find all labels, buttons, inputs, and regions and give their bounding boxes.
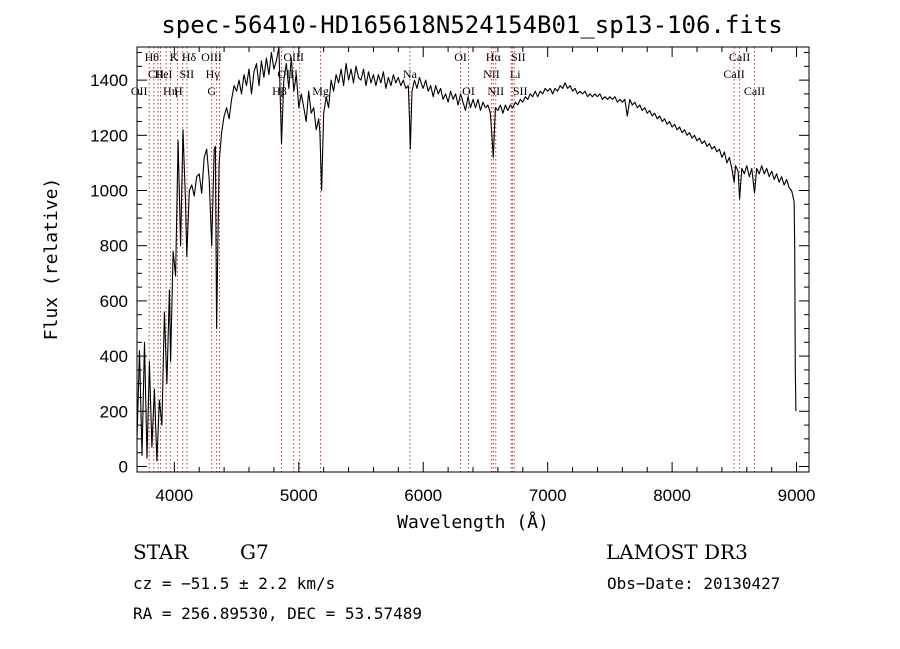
y-tick-label: 600 bbox=[100, 292, 128, 311]
line-label-20: Hα bbox=[486, 50, 502, 64]
x-tick-label: 7000 bbox=[529, 486, 567, 505]
line-label-15: Mg bbox=[312, 84, 329, 98]
y-tick-label: 400 bbox=[100, 347, 128, 366]
y-tick-label: 200 bbox=[100, 402, 128, 421]
survey-name: LAMOST DR3 bbox=[606, 540, 748, 564]
x-tick-label: 5000 bbox=[280, 486, 318, 505]
line-label-18: OI bbox=[462, 84, 475, 98]
y-tick-label: 1400 bbox=[90, 71, 128, 90]
object-type: STAR bbox=[133, 540, 189, 564]
line-label-11: OIII bbox=[201, 50, 222, 64]
line-label-21: NII bbox=[487, 84, 504, 98]
chart-title: spec-56410-HD165618N524154B01_sp13-106.f… bbox=[161, 11, 782, 39]
line-label-5: H bbox=[174, 84, 183, 98]
x-tick-label: 9000 bbox=[778, 486, 816, 505]
line-label-19: NII bbox=[483, 67, 500, 81]
line-label-0: OII bbox=[131, 84, 148, 98]
x-axis-label: Wavelength (Å) bbox=[397, 511, 549, 533]
coordinates-text: RA = 256.89530, DEC = 53.57489 bbox=[133, 604, 422, 623]
line-label-17: OI bbox=[454, 50, 467, 64]
line-label-27: CaII bbox=[744, 84, 765, 98]
spectral-line-markers: OIIHθCIIHηKHHeISIIHδGHγOIIIHβOIIIOIIIMgN… bbox=[131, 47, 765, 472]
line-label-24: SII bbox=[513, 84, 528, 98]
line-label-1: Hθ bbox=[145, 50, 160, 64]
line-label-22: Li bbox=[510, 67, 521, 81]
y-tick-label: 800 bbox=[100, 237, 128, 256]
line-label-10: Hγ bbox=[206, 67, 221, 81]
line-label-16: Na bbox=[403, 67, 418, 81]
obs-date-text: Obs−Date: 20130427 bbox=[607, 574, 780, 593]
y-axis-label: Flux (relative) bbox=[41, 178, 62, 341]
y-tick-label: 1200 bbox=[90, 126, 128, 145]
spectrum-line bbox=[136, 46, 797, 462]
spectral-subclass: G7 bbox=[240, 540, 269, 564]
x-tick-label: 4000 bbox=[155, 486, 193, 505]
line-label-14: OIII bbox=[283, 50, 304, 64]
line-label-26: CaII bbox=[729, 50, 750, 64]
y-axis: 0 200 400 600 800 1000 1200 1400 bbox=[90, 52, 809, 476]
y-tick-label: 1000 bbox=[90, 182, 128, 201]
plot-frame bbox=[136, 46, 810, 473]
line-label-7: SII bbox=[179, 67, 194, 81]
line-label-9: G bbox=[207, 84, 216, 98]
x-tick-label: 6000 bbox=[404, 486, 442, 505]
line-label-8: Hδ bbox=[182, 50, 197, 64]
x-tick-label: 8000 bbox=[653, 486, 691, 505]
x-axis: 4000 5000 6000 7000 8000 9000 bbox=[155, 47, 815, 505]
line-label-2: CII bbox=[148, 67, 164, 81]
line-label-6: HeI bbox=[155, 67, 173, 81]
spectrum-series bbox=[136, 46, 797, 462]
y-tick-label: 0 bbox=[119, 457, 128, 476]
redshift-text: cz = −51.5 ± 2.2 km/s bbox=[133, 574, 335, 593]
line-label-23: SII bbox=[511, 50, 526, 64]
line-label-25: CaII bbox=[723, 67, 744, 81]
